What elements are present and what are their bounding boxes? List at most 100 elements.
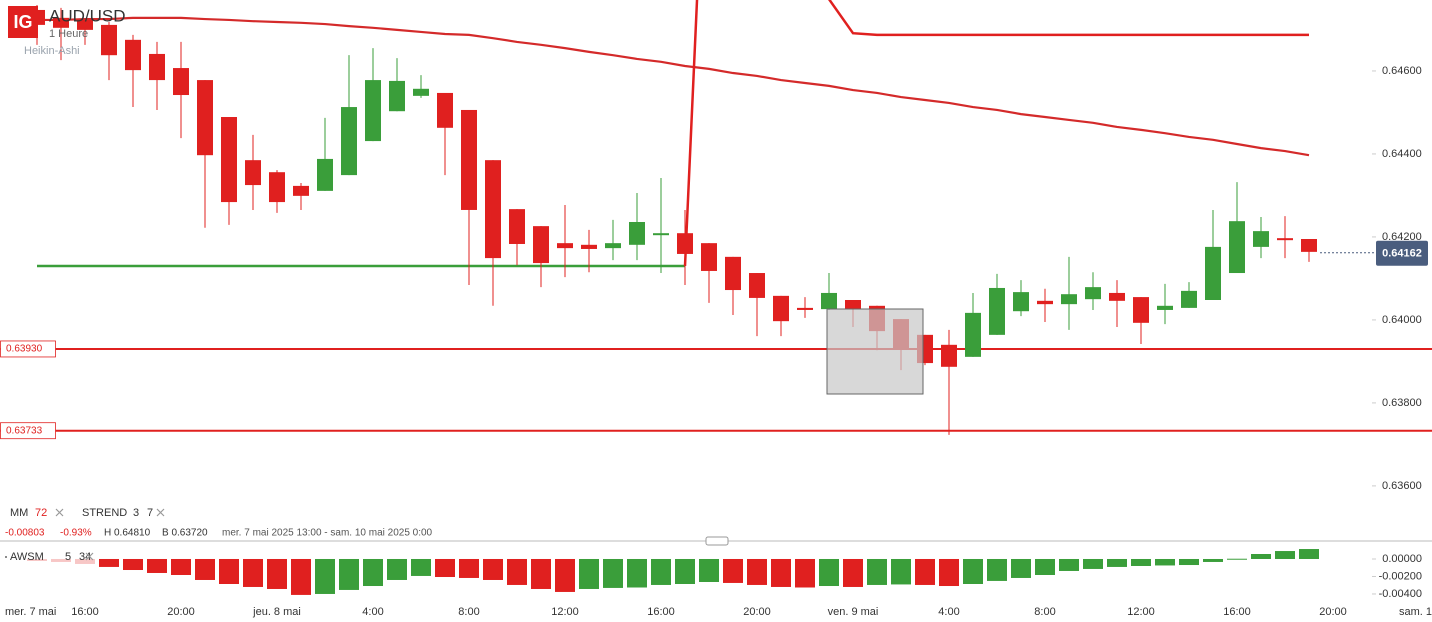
candle-body [221,117,237,203]
indicator-name[interactable]: STREND [82,507,127,519]
histogram-bar [1155,558,1175,566]
candle-body [461,109,477,210]
chart-style[interactable]: Heikin-Ashi [24,45,80,57]
candle-body [677,233,693,254]
histogram-bar [435,558,455,578]
candle-body [941,344,957,367]
resize-handle[interactable] [705,536,729,546]
logo-text: IG [13,12,32,32]
indicator-param: 5 [65,551,71,563]
histogram-bar [339,558,359,590]
candle-body [341,107,357,176]
candle-body [605,243,621,249]
candle-body [557,243,573,249]
date-range: mer. 7 mai 2025 13:00 - sam. 10 mai 2025… [222,528,433,539]
histogram-bar [123,558,143,571]
candle-body [245,160,261,186]
level-label-box [0,422,56,440]
candle-body [1109,292,1125,301]
candle-body [653,233,669,236]
candle-body [1181,290,1197,308]
candle-body [413,88,429,96]
histogram-bar [267,558,287,589]
histogram-bar [795,558,815,588]
interval[interactable]: 1 Heure [49,28,88,40]
candle-body [125,39,141,71]
x-tick-label: sam. 10 mai [1399,606,1432,618]
close-icon[interactable] [55,508,64,517]
level-label-box [0,340,56,358]
candle-body [269,172,285,203]
candle-body [1013,292,1029,312]
candle-body [845,300,861,310]
histogram-bar [1011,558,1031,578]
x-tick-label: 16:00 [1223,606,1251,618]
histogram-bar [723,558,743,583]
oscillator [27,549,1319,595]
candle-body [989,287,1005,335]
legend-dot [5,556,7,558]
candle-body [365,80,381,142]
candle-body [581,244,597,249]
low: B 0.63720 [162,528,208,539]
histogram-bar [363,558,383,587]
x-tick-label: 20:00 [167,606,195,618]
candle-body [1085,287,1101,300]
x-tick-label: jeu. 8 mai [252,606,301,618]
x-start-label: mer. 7 mai [5,606,56,618]
histogram-bar [555,558,575,592]
y-tick-label: 0.64400 [1382,148,1422,160]
histogram-bar [987,558,1007,581]
candle-body [533,226,549,264]
x-tick-label: 4:00 [362,606,383,618]
candle-body [1061,294,1077,305]
x-tick-label: 20:00 [743,606,771,618]
candle-body [1133,297,1149,323]
close-icon[interactable] [85,552,94,561]
candle-body [701,243,717,271]
histogram-bar [1203,558,1223,562]
candle-body [149,53,165,81]
candle-body [485,160,501,259]
indicator-name[interactable]: AWSM [10,551,44,563]
histogram-bar [747,558,767,585]
y-tick-label: 0.64200 [1382,231,1422,243]
histogram-bar [939,558,959,587]
histogram-bar [1131,558,1151,566]
close-icon[interactable] [156,508,165,517]
candle-body [1205,246,1221,300]
histogram-bar [843,558,863,587]
x-tick-label: 8:00 [458,606,479,618]
candle-body [101,24,117,56]
candle-body [629,221,645,245]
candle-body [197,80,213,156]
histogram-bar [579,558,599,589]
histogram-bar [1107,558,1127,567]
histogram-bar [387,558,407,580]
indicator-name[interactable]: MM [10,507,28,519]
x-tick-label: 16:00 [647,606,675,618]
labels: 0.64600 0.64400 0.64200 0.64000 0.63800 0.636… [0,65,1432,618]
candle-body [173,68,189,96]
histogram-bar [675,558,695,584]
histogram-bar [627,558,647,588]
histogram-bar [195,558,215,580]
candle-body [797,307,813,310]
logo[interactable] [8,6,38,38]
candle-body [53,17,69,28]
histogram-bar [891,558,911,585]
change-pct: -0.93% [60,528,92,539]
histogram-bar [459,558,479,578]
candle-body [965,312,981,357]
symbol[interactable]: AUD/USD [49,6,126,25]
y-tick-label: 0.63800 [1382,397,1422,409]
histogram-bar [963,558,983,584]
histogram-bar [915,558,935,585]
histogram-bar [1179,558,1199,566]
axes [1372,70,1376,595]
histogram-bar [1227,558,1247,560]
histogram-bar [219,558,239,584]
candle-body [1037,300,1053,305]
selection-box[interactable] [826,308,924,395]
